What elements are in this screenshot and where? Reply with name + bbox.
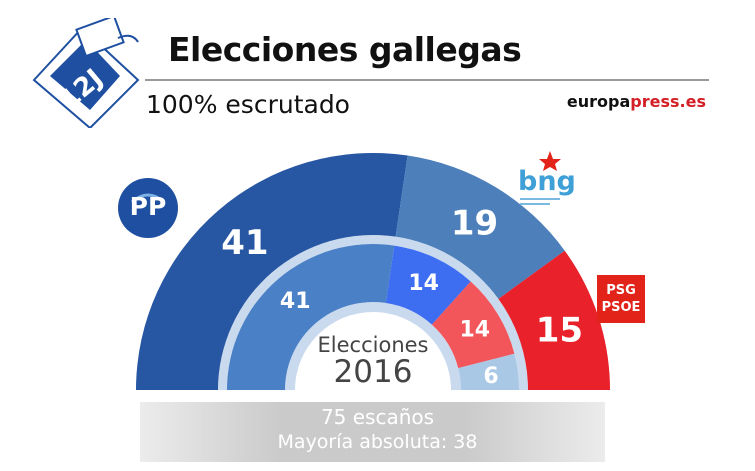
outer-ring-segment — [395, 155, 565, 299]
source-part2: press.es — [630, 92, 706, 111]
pp-logo-text: PP — [129, 192, 167, 221]
inner-ring-segment — [385, 245, 471, 325]
current-results-ring — [136, 152, 610, 390]
outer-ring-segment — [498, 250, 610, 390]
majority-threshold: Mayoría absoluta: 38 — [277, 431, 478, 453]
ballot-box-logo: 12J — [32, 18, 140, 128]
title-divider — [145, 79, 709, 81]
inner-ring-segment — [431, 281, 515, 369]
page-title: Elecciones gallegas — [168, 30, 522, 69]
outer-ring-seat-label: 19 — [451, 204, 498, 244]
previous-results-ring — [227, 243, 519, 390]
psoe-logo-line2: PSOE — [601, 300, 641, 315]
pp-logo: PP — [118, 178, 178, 238]
outer-ring-seat-label: 15 — [536, 311, 583, 351]
outer-ring-segment — [136, 152, 408, 390]
bng-logo-text: bng — [518, 166, 576, 197]
inner-ring-seat-label: 6 — [483, 364, 498, 389]
source-part1: europa — [566, 92, 631, 111]
inner-ring-seat-label: 14 — [459, 317, 490, 342]
bng-logo: bng — [515, 150, 585, 212]
psoe-logo-line1: PSG — [606, 283, 636, 298]
star-icon — [539, 151, 561, 171]
footer-band — [140, 402, 605, 462]
inner-ring-edge — [285, 302, 461, 390]
total-seats: 75 escaños — [320, 405, 435, 429]
seat-labels: 41 19 15 41 14 14 6 — [221, 204, 583, 389]
inner-ring-seat-label: 41 — [280, 289, 311, 314]
subtitle: 100% escrutado — [146, 90, 350, 119]
bng-logo-line-2 — [520, 203, 550, 205]
inner-ring-segment — [458, 353, 519, 390]
center-label-title: Elecciones — [317, 333, 429, 357]
source-credit: europapress.es — [567, 92, 706, 111]
inner-ring-segment — [227, 243, 395, 390]
center-label-year: 2016 — [333, 354, 413, 390]
psoe-logo: PSG PSOE — [597, 275, 645, 323]
inner-ring-seat-label: 14 — [408, 271, 439, 296]
bng-logo-line — [520, 198, 560, 200]
pp-gull-icon — [131, 193, 165, 204]
outer-ring-seat-label: 41 — [221, 223, 268, 263]
